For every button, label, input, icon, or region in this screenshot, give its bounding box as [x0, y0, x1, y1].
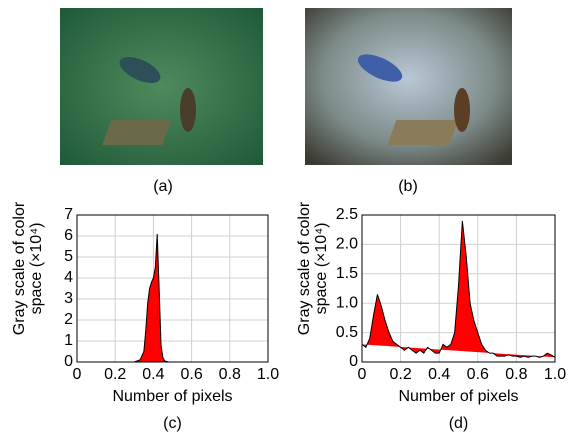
- y-tick-label: 0.5: [336, 324, 358, 341]
- x-axis-label: Number of pixels: [398, 388, 518, 405]
- x-tick-label: 0: [358, 366, 367, 383]
- x-tick-label: 1.0: [544, 366, 566, 383]
- area: [361, 220, 556, 358]
- x-tick-label: 0.6: [467, 366, 489, 383]
- x-tick-label: 0.8: [505, 366, 527, 383]
- y-tick-label: 0: [349, 353, 358, 370]
- y-tick-label: 5: [64, 248, 73, 265]
- y-tick-label: 1.5: [336, 265, 358, 282]
- x-axis-label: Number of pixels: [112, 388, 232, 405]
- image-a: [60, 8, 263, 165]
- caption: (b): [398, 178, 418, 195]
- x-tick-label: 0.2: [104, 366, 126, 383]
- plot-frame: [76, 214, 269, 363]
- x-tick-label: 0.4: [142, 366, 164, 383]
- x-tick-label: 0.6: [180, 366, 202, 383]
- y-tick-label: 2.5: [336, 206, 358, 223]
- x-tick-label: 0: [73, 366, 82, 383]
- y-tick-label: 3: [64, 290, 73, 307]
- y-tick-label: 4: [64, 269, 73, 286]
- y-tick-label: 7: [64, 206, 73, 223]
- x-tick-label: 0.2: [389, 366, 411, 383]
- x-tick-label: 0.4: [428, 366, 450, 383]
- image-b: [305, 8, 512, 165]
- y-tick-label: 0: [64, 353, 73, 370]
- y-tick-label: 1: [64, 332, 73, 349]
- caption: (c): [163, 415, 182, 432]
- plot-frame: [361, 214, 556, 363]
- x-tick-label: 1.0: [257, 366, 279, 383]
- y-axis-label: Gray scale of color: [296, 201, 313, 335]
- caption: (a): [153, 178, 173, 195]
- y-tick-label: 2.0: [336, 236, 358, 253]
- y-axis-label: space (×10⁴): [28, 223, 45, 315]
- caption: (d): [449, 415, 469, 432]
- y-axis-label: Gray scale of color: [11, 201, 28, 335]
- y-tick-label: 6: [64, 227, 73, 244]
- x-tick-label: 0.8: [219, 366, 241, 383]
- area: [134, 233, 169, 363]
- y-axis-label: space (×10⁴): [313, 223, 330, 315]
- y-tick-label: 1.0: [336, 294, 358, 311]
- y-tick-label: 2: [64, 311, 73, 328]
